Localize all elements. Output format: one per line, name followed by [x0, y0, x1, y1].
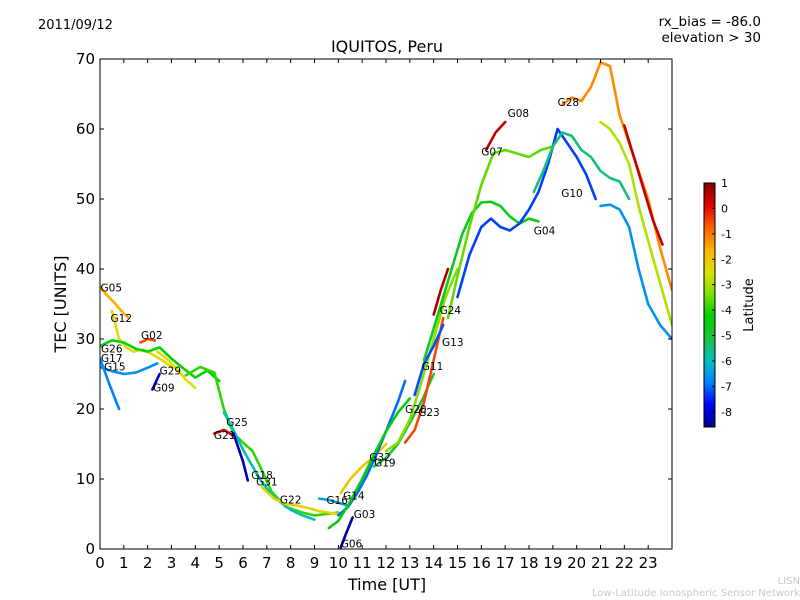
colorbar-tick-label: -8: [721, 406, 732, 419]
satellite-label-g04: G04: [534, 226, 556, 238]
x-tick-label: 3: [167, 554, 177, 572]
x-tick-label: 0: [95, 554, 105, 572]
satellite-label-g25: G25: [226, 417, 248, 429]
y-tick-label: 50: [76, 190, 95, 208]
x-tick-label: 17: [496, 554, 515, 572]
colorbar-tick-label: 1: [721, 177, 728, 190]
x-tick-label: 7: [262, 554, 272, 572]
colorbar-tick-label: -4: [721, 304, 732, 317]
satellite-label-g13: G13: [442, 337, 464, 349]
satellite-label-g07: G07: [481, 147, 503, 159]
colorbar-tick-label: -7: [721, 380, 732, 393]
x-tick-label: 20: [567, 554, 586, 572]
colorbar-tick-label: -1: [721, 228, 732, 241]
satellite-label-g19: G19: [374, 457, 396, 469]
y-axis-title: TEC [UNITS]: [51, 256, 70, 354]
x-tick-label: 13: [400, 554, 419, 572]
colorbar: [704, 183, 715, 427]
series-line-g27: [601, 122, 673, 325]
series-line-g04: [458, 129, 596, 297]
colorbar-label: Latitude: [742, 278, 757, 332]
x-tick-label: 21: [591, 554, 610, 572]
y-tick-label: 70: [76, 50, 95, 68]
x-axis-title: Time [UT]: [347, 575, 426, 594]
satellite-label-g03: G03: [354, 509, 376, 521]
y-tick-label: 20: [76, 400, 95, 418]
satellite-label-g12: G12: [111, 313, 133, 325]
y-tick-label: 60: [76, 120, 95, 138]
x-tick-label: 4: [191, 554, 201, 572]
satellite-label-g10: G10: [561, 188, 583, 200]
plot-frame: [100, 59, 672, 549]
x-tick-label: 5: [214, 554, 224, 572]
footer-network: Low-Latitude Ionospheric Sensor Network: [592, 588, 800, 599]
x-tick-label: 18: [519, 554, 538, 572]
x-tick-label: 14: [424, 554, 443, 572]
satellite-label-g08: G08: [508, 108, 529, 120]
y-tick-label: 0: [85, 540, 95, 558]
x-tick-label: 6: [238, 554, 248, 572]
satellite-label-g02: G02: [141, 330, 163, 342]
colorbar-tick-label: -2: [721, 253, 732, 266]
satellite-label-g11: G11: [422, 361, 444, 373]
x-tick-label: 12: [376, 554, 395, 572]
x-tick-label: 16: [472, 554, 491, 572]
x-tick-label: 8: [286, 554, 296, 572]
satellite-label-g24: G24: [440, 305, 462, 317]
colorbar-tick-label: -5: [721, 330, 732, 343]
series-line-g30: [601, 205, 673, 339]
chart-title: IQUITOS, Peru: [331, 37, 443, 56]
satellite-label-g22: G22: [280, 495, 302, 507]
x-tick-label: 2: [143, 554, 153, 572]
tec-chart: IQUITOS, Peru G05G12G02G26G17G15 G29G09G2…: [0, 0, 800, 600]
satellite-label-g14: G14: [343, 490, 365, 502]
x-tick-label: 11: [353, 554, 372, 572]
colorbar-tick-label: -6: [721, 355, 732, 368]
colorbar-tick-label: -3: [721, 279, 732, 292]
x-tick-label: 15: [448, 554, 467, 572]
satellite-label-g28: G28: [558, 97, 580, 109]
colorbar-tick-label: 0: [721, 202, 728, 215]
satellite-label-g05: G05: [101, 282, 123, 294]
x-tick-label: 19: [543, 554, 562, 572]
x-tick-label: 23: [639, 554, 658, 572]
x-tick-label: 10: [329, 554, 348, 572]
satellite-label-g15: G15: [104, 362, 126, 374]
y-tick-label: 40: [76, 260, 95, 278]
y-tick-label: 30: [76, 330, 95, 348]
satellite-label-g09: G09: [153, 383, 175, 395]
y-tick-label: 10: [76, 470, 95, 488]
satellite-label-g29: G29: [160, 366, 182, 378]
x-tick-label: 22: [615, 554, 634, 572]
satellite-label-g21: G21: [214, 430, 236, 442]
satellite-label-g23: G23: [418, 407, 440, 419]
series-line-g25: [186, 367, 338, 515]
x-tick-label: 9: [310, 554, 320, 572]
satellite-label-g31: G31: [256, 476, 278, 488]
footer-lisn: LISN: [778, 576, 800, 587]
x-tick-label: 1: [119, 554, 129, 572]
